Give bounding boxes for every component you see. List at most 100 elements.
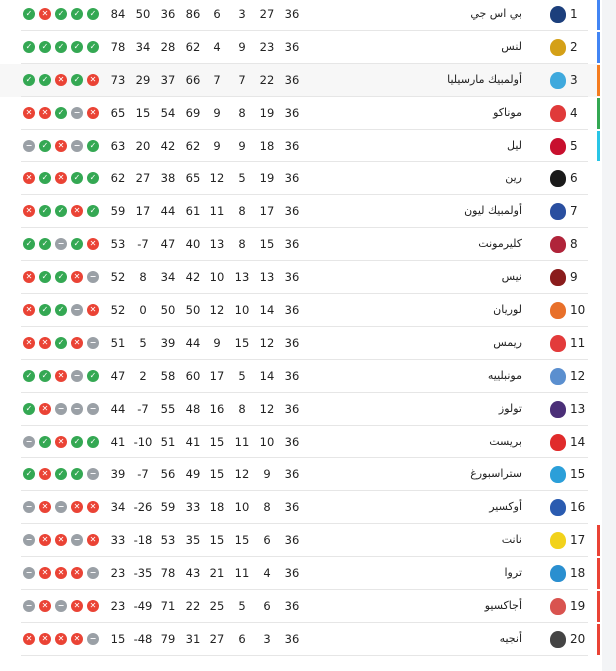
played-cell: 36 xyxy=(284,401,300,416)
table-row[interactable]: ✕ ✕ ✓ − ✕ 65 15 54 69 9 8 19 36 موناكو 4 xyxy=(0,97,600,130)
ga-cell: 42 xyxy=(160,138,176,153)
ga-cell: 34 xyxy=(160,270,176,285)
form-minus-icon: − xyxy=(87,567,99,580)
gd-cell: 50 xyxy=(135,7,151,21)
table-row[interactable]: ✕ ✕ ✕ ✕ −15 -48 79 31 27 6 3 36 أنجيه 20 xyxy=(0,623,600,656)
zone-indicator xyxy=(597,558,600,590)
ga-cell: 36 xyxy=(160,7,176,21)
form-x-icon: ✕ xyxy=(39,402,51,415)
ga-cell: 55 xyxy=(160,401,176,416)
team-name[interactable]: تولوز xyxy=(498,401,522,415)
form-check-icon: ✓ xyxy=(55,205,67,218)
form-check-icon: ✓ xyxy=(55,336,67,349)
team-name[interactable]: ليل xyxy=(506,138,522,152)
form-x-icon: ✕ xyxy=(23,632,35,645)
won-cell: 8 xyxy=(263,500,271,515)
form-check-icon: ✓ xyxy=(39,435,51,448)
table-row[interactable]: − ✓ ✕ ✓ ✓ 41 -10 51 41 15 11 10 36 بريست 14 xyxy=(0,426,600,459)
form-x-icon: ✕ xyxy=(87,534,99,547)
drawn-cell: 11 xyxy=(234,566,250,581)
form-check-icon: ✓ xyxy=(55,106,67,119)
form-x-icon: ✕ xyxy=(87,304,99,317)
team-name[interactable]: مونبلييه xyxy=(487,368,522,382)
team-logo-icon xyxy=(550,137,566,155)
form-x-icon: ✕ xyxy=(23,106,35,119)
table-row[interactable]: ✓ ✕ ✓ ✓ ✓ 84 50 36 86 6 3 27 36 بي اس جي 1 xyxy=(0,0,600,31)
team-name[interactable]: أولمبيك مارسيليا xyxy=(447,72,522,86)
form-check-icon: ✓ xyxy=(87,205,99,218)
lost-cell: 25 xyxy=(209,599,225,614)
team-logo-icon xyxy=(550,565,566,583)
form-x-icon: ✕ xyxy=(87,238,99,251)
table-row[interactable]: − ✕ ✕ − ✕ 33 -18 53 35 15 15 6 36 نانت 17 xyxy=(0,524,600,558)
form-x-icon: ✕ xyxy=(23,304,35,317)
form-check-icon: ✓ xyxy=(71,8,83,20)
table-row[interactable]: ✓ ✓ ✕ ✓ ✕ 73 29 37 66 7 7 22 36 أولمبيك مارسيليا 3 xyxy=(0,63,600,97)
team-name[interactable]: لنس xyxy=(501,39,522,53)
form-minus-icon: − xyxy=(71,304,83,317)
form-check-icon: ✓ xyxy=(87,369,99,382)
team-name[interactable]: أوكسير xyxy=(489,500,522,514)
team-name[interactable]: ريمس xyxy=(493,335,522,349)
table-row[interactable]: ✕ ✓ ✓ ✕ ✓ 59 17 44 61 11 8 17 36 أولمبيك ليون 7 xyxy=(0,195,600,229)
table-row[interactable]: − ✕ − ✕ ✕ 23 -49 71 22 25 5 6 36 أجاكسيو 19 xyxy=(0,590,600,623)
pts-cell: 39 xyxy=(110,467,126,482)
ga-cell: 50 xyxy=(160,303,176,318)
drawn-cell: 10 xyxy=(234,500,250,515)
team-name[interactable]: أجاكسيو xyxy=(484,599,522,613)
rank: 10 xyxy=(570,303,586,318)
table-row[interactable]: ✕ ✕ ✓ ✕ −51 5 39 44 9 15 12 36 ريمس 11 xyxy=(0,327,600,360)
team-name[interactable]: رين xyxy=(505,171,522,185)
ga-cell: 47 xyxy=(160,237,176,252)
row-divider xyxy=(21,523,588,525)
lost-cell: 9 xyxy=(213,335,221,350)
team-logo-icon xyxy=(550,499,566,517)
row-divider xyxy=(21,29,588,31)
scrollbar-track[interactable] xyxy=(602,0,616,671)
ga-cell: 38 xyxy=(160,171,176,186)
table-row[interactable]: ✕ ✓ ✓ − ✕ 52 0 50 50 12 10 14 36 لوريان 10 xyxy=(0,294,600,327)
team-name[interactable]: تروا xyxy=(504,566,523,580)
team-name[interactable]: بريست xyxy=(489,434,522,448)
table-row[interactable]: ✓ ✓ ✕ − ✓ 47 2 58 60 17 5 14 36 مونبلييه 12 xyxy=(0,360,600,393)
played-cell: 36 xyxy=(284,631,300,646)
team-name[interactable]: لوريان xyxy=(493,303,522,317)
won-cell: 12 xyxy=(259,335,275,350)
team-logo-icon xyxy=(550,302,566,320)
team-logo-icon xyxy=(550,630,566,648)
form-minus-icon: − xyxy=(55,600,67,613)
drawn-cell: 7 xyxy=(238,72,246,87)
table-row[interactable]: ✓ ✕ ✓ ✓ −39 -7 56 49 15 12 9 36 ستراسبورغ 15 xyxy=(0,458,600,492)
team-name[interactable]: نانت xyxy=(501,533,522,547)
ga-cell: 44 xyxy=(160,204,176,219)
team-name[interactable]: أولمبيك ليون xyxy=(464,204,522,218)
table-row[interactable]: ✓ ✓ ✓ ✓ ✓ 78 34 28 62 4 9 23 36 لنس 2 xyxy=(0,31,600,64)
team-name[interactable]: كليرمونت xyxy=(478,237,522,251)
table-row[interactable]: ✕ ✓ ✕ ✓ ✓ 62 27 38 65 12 5 19 36 رين 6 xyxy=(0,162,600,196)
team-name[interactable]: موناكو xyxy=(493,105,522,119)
form-check-icon: ✓ xyxy=(39,238,51,251)
table-row[interactable]: ✓ ✓ − ✓ ✕ 53 -7 47 40 13 8 15 36 كليرمونت 8 xyxy=(0,228,600,262)
gf-cell: 31 xyxy=(185,631,201,646)
team-logo-icon xyxy=(550,170,566,188)
gd-cell: -35 xyxy=(133,566,153,581)
team-name[interactable]: أنجيه xyxy=(499,631,522,645)
team-name[interactable]: نيس xyxy=(501,270,522,284)
table-row[interactable]: ✕ ✓ ✓ ✕ −52 8 34 42 10 13 13 36 نيس 9 xyxy=(0,261,600,295)
won-cell: 19 xyxy=(259,105,275,120)
pts-cell: 23 xyxy=(110,599,126,614)
form-check-icon: ✓ xyxy=(39,73,51,86)
table-row[interactable]: − ✓ ✕ − ✓ 63 20 42 62 9 9 18 36 ليل 5 xyxy=(0,130,600,163)
team-name[interactable]: ستراسبورغ xyxy=(470,467,522,481)
table-row[interactable]: − ✕ − ✕ ✕ 34 -26 59 33 18 10 8 36 أوكسير 16 xyxy=(0,491,600,525)
ga-cell: 37 xyxy=(160,72,176,87)
form-x-icon: ✕ xyxy=(23,205,35,218)
form-check-icon: ✓ xyxy=(87,40,99,53)
ga-cell: 51 xyxy=(160,434,176,449)
team-name[interactable]: بي اس جي xyxy=(470,7,522,20)
drawn-cell: 15 xyxy=(234,335,250,350)
rank: 7 xyxy=(570,204,578,219)
table-row[interactable]: − ✕ ✕ ✕ −23 -35 78 43 21 11 4 36 تروا 18 xyxy=(0,557,600,591)
team-logo-icon xyxy=(550,400,566,418)
table-row[interactable]: ✓ ✕ − − −44 -7 55 48 16 8 12 36 تولوز 13 xyxy=(0,393,600,426)
